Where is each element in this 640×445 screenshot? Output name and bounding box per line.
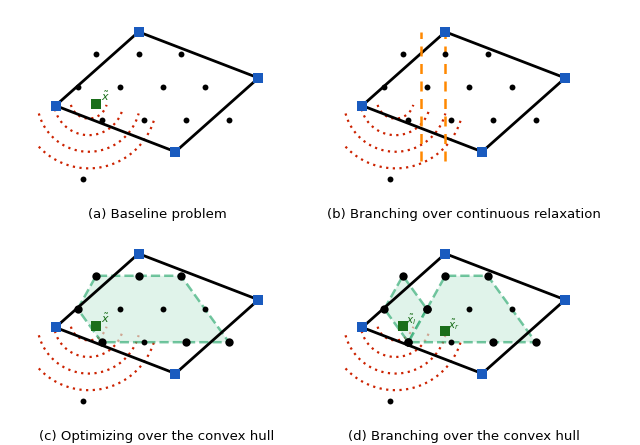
Point bbox=[170, 148, 180, 155]
Point bbox=[253, 296, 264, 303]
Point bbox=[483, 50, 493, 57]
Point bbox=[422, 305, 432, 312]
Point bbox=[477, 148, 487, 155]
Text: $\tilde{x}$: $\tilde{x}$ bbox=[100, 312, 109, 325]
Point bbox=[181, 339, 191, 346]
Point bbox=[531, 339, 541, 346]
Point bbox=[380, 305, 390, 312]
Point bbox=[397, 50, 408, 57]
Point bbox=[440, 50, 451, 57]
Point bbox=[91, 100, 101, 107]
Point bbox=[403, 339, 413, 346]
Point bbox=[133, 50, 143, 57]
Point bbox=[78, 176, 88, 183]
Point bbox=[133, 28, 143, 36]
Point bbox=[200, 84, 210, 91]
Point bbox=[78, 398, 88, 405]
Point bbox=[224, 339, 234, 346]
Point bbox=[464, 84, 474, 91]
Point bbox=[181, 339, 191, 346]
Point bbox=[403, 117, 413, 124]
Polygon shape bbox=[408, 276, 536, 342]
Point bbox=[181, 117, 191, 124]
Point bbox=[51, 324, 61, 331]
Point bbox=[397, 272, 408, 279]
Point bbox=[115, 305, 125, 312]
Point bbox=[157, 84, 168, 91]
Point bbox=[464, 305, 474, 312]
Point bbox=[506, 84, 516, 91]
Point bbox=[133, 250, 143, 257]
Point bbox=[488, 339, 499, 346]
Point bbox=[440, 250, 451, 257]
Point bbox=[440, 328, 451, 335]
Point bbox=[357, 102, 367, 109]
Text: (d) Branching over the convex hull: (d) Branching over the convex hull bbox=[348, 430, 580, 443]
Point bbox=[385, 398, 395, 405]
Polygon shape bbox=[385, 276, 427, 342]
Point bbox=[397, 322, 408, 329]
Point bbox=[224, 339, 234, 346]
Point bbox=[483, 272, 493, 279]
Point bbox=[440, 272, 451, 279]
Point bbox=[422, 305, 432, 312]
Text: (b) Branching over continuous relaxation: (b) Branching over continuous relaxation bbox=[327, 208, 601, 221]
Point bbox=[422, 305, 432, 312]
Point bbox=[133, 272, 143, 279]
Point bbox=[51, 102, 61, 109]
Point bbox=[440, 272, 451, 279]
Point bbox=[97, 339, 107, 346]
Point bbox=[560, 74, 570, 81]
Point bbox=[72, 305, 83, 312]
Text: (c) Optimizing over the convex hull: (c) Optimizing over the convex hull bbox=[39, 430, 275, 443]
Point bbox=[115, 84, 125, 91]
Point bbox=[91, 272, 101, 279]
Text: (a) Baseline problem: (a) Baseline problem bbox=[88, 208, 227, 221]
Point bbox=[477, 370, 487, 377]
Text: $\tilde{x}_r$: $\tilde{x}_r$ bbox=[448, 317, 460, 332]
Point bbox=[170, 370, 180, 377]
Point bbox=[380, 84, 390, 91]
Point bbox=[397, 272, 408, 279]
Point bbox=[385, 176, 395, 183]
Point bbox=[91, 50, 101, 57]
Point bbox=[531, 339, 541, 346]
Point bbox=[483, 272, 493, 279]
Point bbox=[531, 117, 541, 124]
Point bbox=[403, 339, 413, 346]
Point bbox=[72, 84, 83, 91]
Point bbox=[139, 117, 149, 124]
Point bbox=[139, 339, 149, 346]
Point bbox=[488, 117, 499, 124]
Point bbox=[506, 305, 516, 312]
Point bbox=[253, 74, 264, 81]
Point bbox=[440, 28, 451, 36]
Point bbox=[176, 272, 186, 279]
Point bbox=[445, 117, 456, 124]
Point bbox=[157, 305, 168, 312]
Point bbox=[488, 339, 499, 346]
Point bbox=[380, 305, 390, 312]
Point bbox=[97, 117, 107, 124]
Point bbox=[133, 272, 143, 279]
Point bbox=[224, 117, 234, 124]
Point bbox=[91, 272, 101, 279]
Point bbox=[176, 50, 186, 57]
Point bbox=[357, 324, 367, 331]
Text: $\tilde{x}_l$: $\tilde{x}_l$ bbox=[406, 312, 416, 327]
Point bbox=[560, 296, 570, 303]
Point bbox=[200, 305, 210, 312]
Point bbox=[91, 322, 101, 329]
Point bbox=[176, 272, 186, 279]
Point bbox=[445, 339, 456, 346]
Point bbox=[97, 339, 107, 346]
Text: $\tilde{x}$: $\tilde{x}$ bbox=[100, 90, 109, 103]
Polygon shape bbox=[77, 276, 229, 342]
Point bbox=[72, 305, 83, 312]
Point bbox=[422, 84, 432, 91]
Point bbox=[403, 339, 413, 346]
